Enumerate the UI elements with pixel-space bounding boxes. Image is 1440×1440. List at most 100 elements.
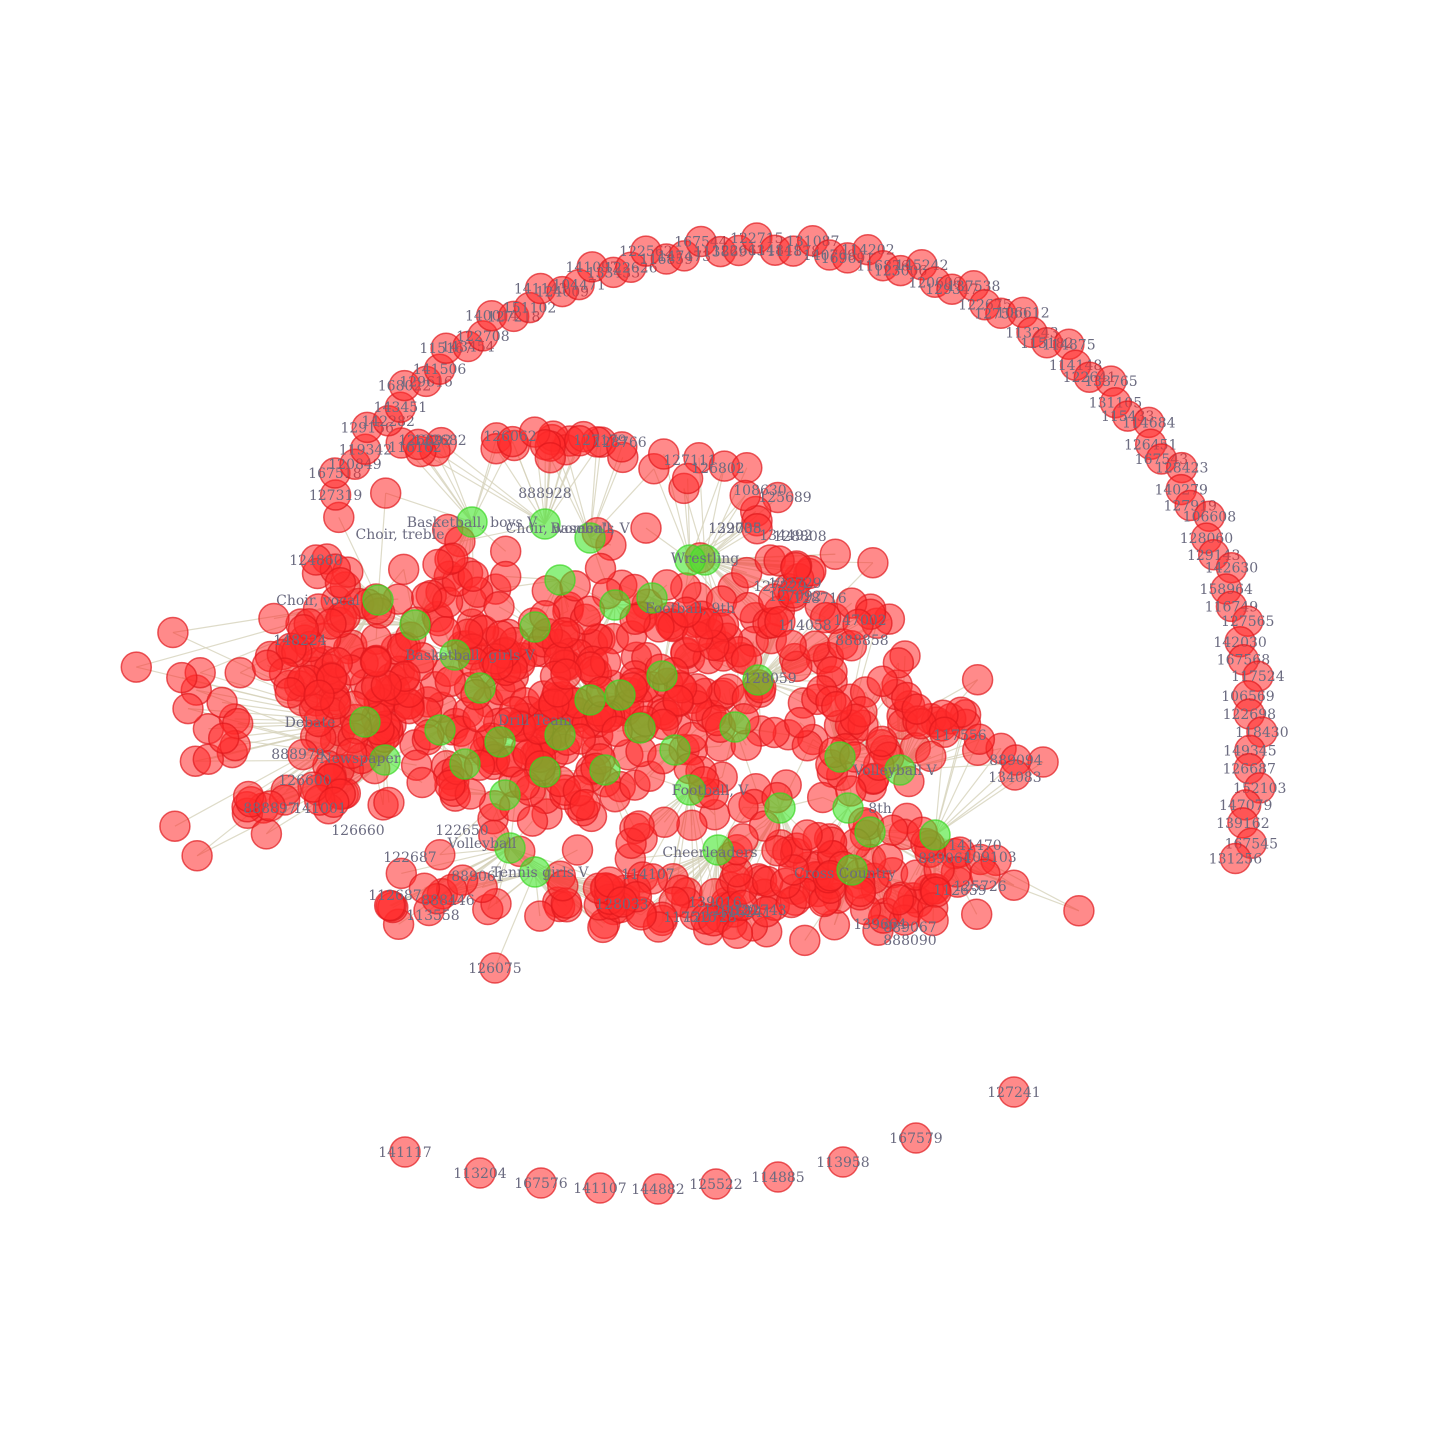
activity-node (519, 856, 551, 888)
student-node (809, 601, 842, 634)
student-node (483, 591, 515, 623)
student-label: 122650 (435, 823, 488, 839)
isolated-student-label: 119342 (339, 442, 392, 458)
student-node (820, 690, 853, 723)
activity-label: Baseball, V (550, 521, 630, 537)
student-node (882, 884, 915, 916)
student-node (303, 679, 335, 712)
isolated-student-node (464, 1157, 496, 1189)
activity-label: Debate (285, 715, 336, 731)
student-node (791, 819, 823, 851)
isolated-student-node (700, 1168, 732, 1200)
student-label: 128808 (773, 529, 826, 545)
student-node (485, 620, 517, 652)
isolated-student-node (525, 1167, 557, 1199)
student-node (258, 602, 290, 635)
student-node (569, 788, 601, 821)
isolated-student-label: 143451 (374, 400, 427, 416)
isolated-student-node (998, 1076, 1030, 1108)
student-node (335, 737, 368, 770)
activity-node (719, 711, 751, 743)
student-node (866, 725, 898, 758)
student-node (901, 693, 933, 725)
student-node (369, 477, 402, 509)
student-node (157, 616, 189, 649)
student-node (408, 872, 441, 904)
isolated-student-label: 128423 (1155, 461, 1208, 477)
activity-label: Wrestling (671, 551, 740, 567)
activity-node (646, 660, 678, 692)
student-label: 141001 (293, 801, 346, 817)
activity-node (494, 832, 526, 864)
activity-node (529, 508, 561, 540)
isolated-student-label: 114885 (751, 1170, 804, 1186)
student-label: 117556 (933, 728, 987, 744)
student-label: 139664 (853, 917, 907, 933)
outer-arc-layer: 1273191675181208491193421291561422821434… (308, 222, 1289, 875)
student-node (373, 889, 406, 922)
student-label: 116162 (388, 440, 441, 456)
student-node (561, 834, 594, 866)
student-node (287, 738, 319, 771)
student-node (402, 428, 434, 461)
membership-edge (689, 789, 716, 894)
isolated-student-label: 141107 (573, 1181, 626, 1197)
student-node (166, 661, 198, 694)
membership-edge (934, 724, 967, 836)
student-label: 889064 (918, 851, 972, 867)
activity-node (599, 589, 631, 621)
student-node (917, 904, 949, 937)
student-label: 129820 (703, 903, 756, 919)
isolated-student-node (584, 1172, 616, 1204)
student-node (360, 646, 392, 678)
activity-node (824, 741, 856, 773)
activity-node (424, 714, 456, 746)
student-node (457, 560, 489, 593)
activity-node (854, 816, 886, 848)
isolated-student-label: 113204 (453, 1166, 507, 1182)
student-node (915, 740, 947, 773)
student-node (548, 617, 581, 649)
student-label: 128033 (595, 897, 648, 913)
activity-node (362, 584, 394, 616)
student-node (274, 676, 307, 709)
activity-label: Football, V (672, 783, 750, 799)
student-label: 127229 (753, 579, 806, 595)
membership-edge (377, 493, 387, 601)
student-label: 122743 (733, 903, 786, 919)
student-label: 126692 (398, 433, 451, 449)
activity-node (544, 564, 576, 596)
student-node (300, 544, 332, 576)
student-node (671, 462, 704, 495)
student-node (998, 869, 1030, 901)
student-node (866, 665, 899, 698)
isolated-student-label: 106608 (1183, 509, 1236, 525)
isolated-student-label: 141117 (378, 1145, 431, 1161)
isolated-student-label: 114875 (1042, 337, 1095, 353)
student-label: 124860 (289, 553, 342, 569)
isolated-student-label: 127565 (1221, 614, 1274, 630)
student-node (775, 629, 807, 662)
activity-node (674, 544, 706, 576)
activity-node (574, 522, 606, 554)
student-node (207, 722, 240, 754)
student-node (159, 810, 191, 842)
student-label: 139016 (688, 895, 742, 911)
activity-node (702, 834, 734, 866)
isolated-student-label: 133765 (1084, 374, 1137, 390)
student-node (726, 889, 759, 922)
activity-node (624, 712, 656, 744)
activity-node (529, 756, 561, 788)
student-label: 139035 (708, 521, 761, 537)
student-node (251, 649, 284, 682)
isolated-student-node (1219, 842, 1252, 875)
activity-node (832, 792, 864, 824)
student-label: 127111 (663, 453, 716, 469)
student-node (963, 723, 996, 756)
student-label: 126600 (278, 773, 331, 789)
membership-edge (653, 468, 691, 561)
student-label: 126660 (331, 823, 384, 839)
membership-edge (934, 774, 1016, 836)
student-node (778, 577, 810, 609)
